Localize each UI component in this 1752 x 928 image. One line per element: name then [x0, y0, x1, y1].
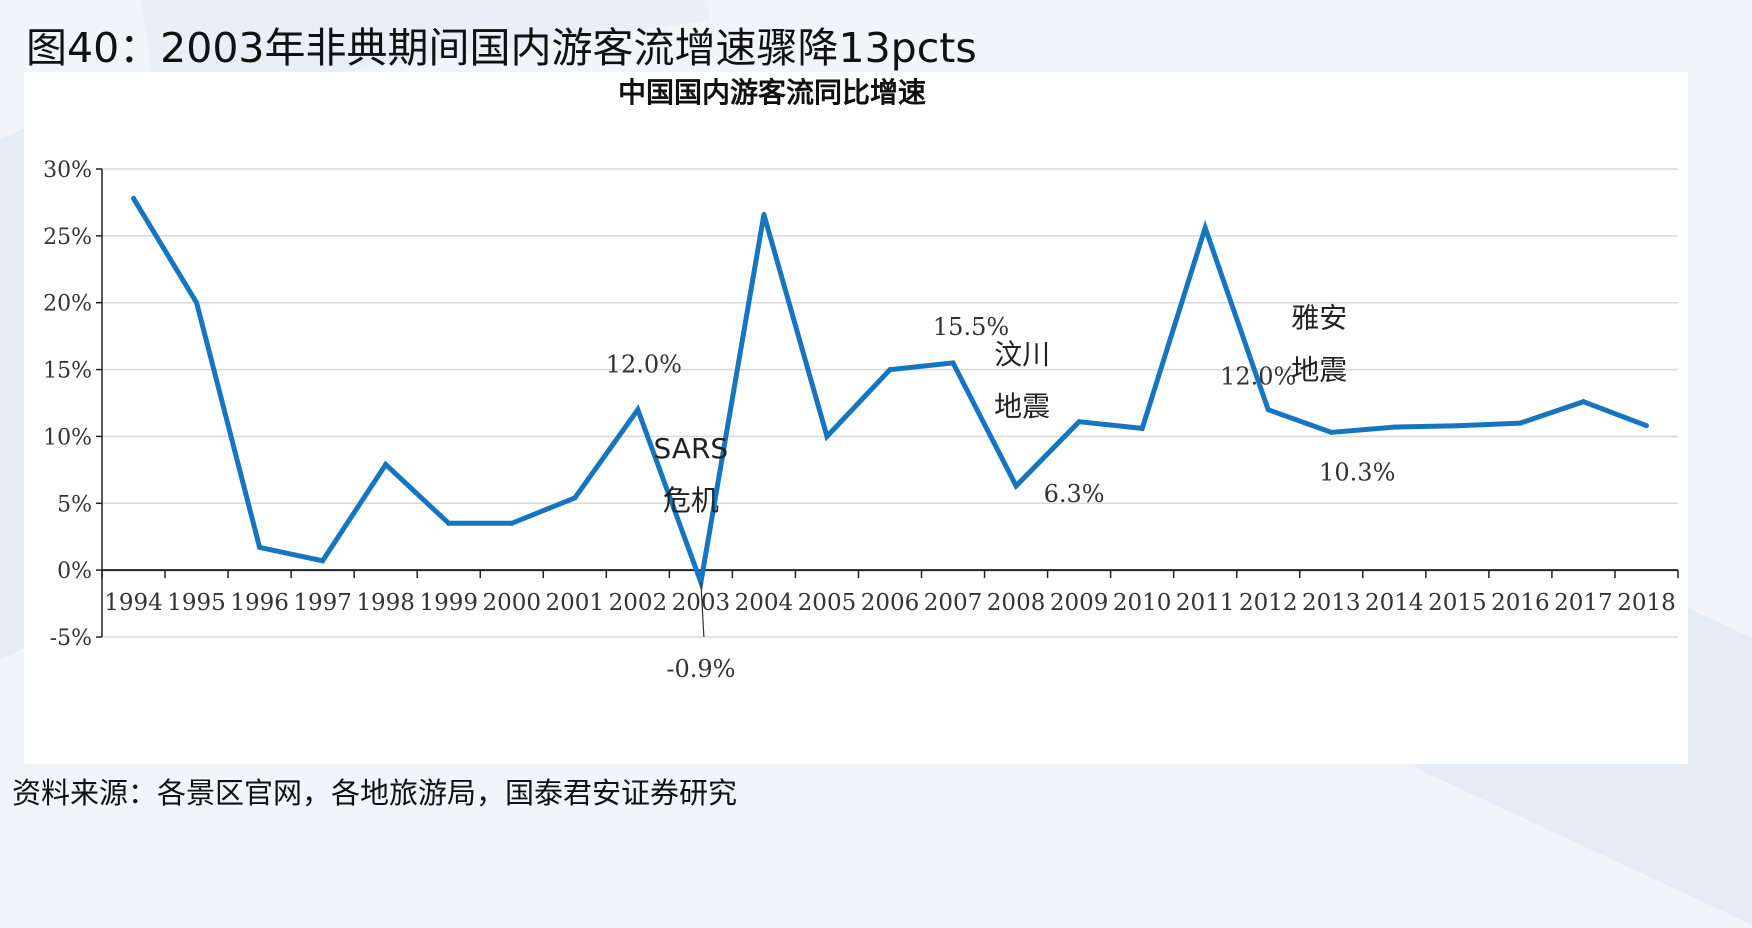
- series-line: [131, 197, 1648, 592]
- data-point: [194, 300, 200, 306]
- data-point: [509, 520, 515, 526]
- data-point: [1265, 407, 1271, 413]
- data-point: [1202, 225, 1208, 231]
- x-tick-label: 2006: [861, 590, 920, 616]
- gridlines: [102, 168, 1678, 638]
- chart-title: 中国国内游客流同比增速: [618, 76, 926, 109]
- data-point: [1391, 424, 1397, 430]
- x-tick-label: 1995: [167, 590, 226, 616]
- x-tick-label: 2009: [1050, 590, 1109, 616]
- data-label: 10.3%: [1319, 458, 1395, 486]
- annotation-text: 地震: [1291, 353, 1347, 386]
- data-point: [320, 558, 326, 564]
- data-label-leader: [700, 582, 705, 638]
- x-tick-label: 2000: [482, 590, 541, 616]
- data-point: [572, 495, 578, 501]
- data-label: 6.3%: [1044, 480, 1105, 508]
- data-point: [446, 520, 452, 526]
- x-tick-label: 2014: [1365, 590, 1424, 616]
- data-label: 12.0%: [606, 351, 682, 379]
- figure-title: 图40：2003年非典期间国内游客流增速骤降13pcts: [26, 24, 977, 72]
- data-point: [1454, 423, 1460, 429]
- data-point: [1139, 425, 1145, 431]
- x-tick-label: 1998: [356, 590, 415, 616]
- data-point: [383, 462, 389, 468]
- x-tick-label: 2013: [1302, 590, 1361, 616]
- y-tick-label: 5%: [57, 492, 92, 517]
- y-tick-label: 0%: [57, 559, 92, 584]
- y-tick-label: -5%: [50, 626, 92, 651]
- x-tick-label: 2008: [987, 590, 1046, 616]
- line-chart: 中国国内游客流同比增速 30%25%20%15%10%5%0%-5%1994 19…: [43, 76, 1679, 683]
- data-point: [1517, 420, 1523, 426]
- data-point: [257, 544, 263, 550]
- data-point: [1076, 419, 1082, 425]
- annotation-text: SARS: [654, 432, 729, 465]
- x-tick-label: 2004: [735, 590, 794, 616]
- source-note: 资料来源：各景区官网，各地旅游局，国泰君安证券研究: [12, 776, 738, 810]
- data-label: 12.0%: [1220, 363, 1296, 391]
- axes: 30%25%20%15%10%5%0%-5%1994 1995 1996 1997 19…: [43, 158, 1679, 651]
- annotation-text: 雅安: [1291, 301, 1347, 334]
- x-tick-label: 2015: [1428, 590, 1487, 616]
- x-tick-label: 2010: [1113, 590, 1172, 616]
- y-tick-label: 25%: [43, 225, 92, 250]
- x-tick-label: 2011: [1176, 590, 1235, 616]
- x-tick-label: 1999: [419, 590, 478, 616]
- x-tick-label: 2017: [1554, 590, 1613, 616]
- annotation-text: 地震: [994, 390, 1050, 423]
- x-tick-label: 2018: [1617, 590, 1676, 616]
- data-point: [635, 407, 641, 413]
- data-label: -0.9%: [666, 655, 735, 683]
- x-tick-label: 2016: [1491, 590, 1550, 616]
- y-tick-label: 15%: [43, 359, 92, 384]
- data-point: [887, 367, 893, 373]
- annotation-text: 危机: [663, 484, 719, 517]
- x-tick-label: 1997: [293, 590, 352, 616]
- y-tick-label: 30%: [43, 158, 92, 183]
- data-point: [1643, 423, 1649, 429]
- data-point: [131, 195, 137, 201]
- x-tick-label: 1996: [230, 590, 289, 616]
- x-tick-label: 2003: [672, 590, 731, 616]
- x-tick-label: 1994: [104, 590, 163, 616]
- series: [131, 195, 1649, 592]
- x-tick-label: 2002: [609, 590, 668, 616]
- data-point: [1580, 399, 1586, 405]
- data-point: [1013, 483, 1019, 489]
- x-tick-label: 2005: [798, 590, 857, 616]
- data-point: [950, 360, 956, 366]
- data-point: [698, 579, 704, 585]
- x-tick-label: 2001: [546, 590, 605, 616]
- chart-panel: 中国国内游客流同比增速 30% 25% 20% 15% 10% 5% 0% -5% 1994 19…: [24, 72, 1688, 764]
- annotation-text: 汶川: [994, 338, 1050, 371]
- x-tick-label: 2007: [924, 590, 983, 616]
- data-labels: 12.0% -0.9% 15.5% 6.3% 12.0% 10.3%: [606, 313, 1396, 683]
- data-point: [824, 433, 830, 439]
- y-tick-label: 10%: [43, 425, 92, 450]
- data-point: [761, 211, 767, 217]
- data-point: [1328, 429, 1334, 435]
- data-label: 15.5%: [933, 313, 1009, 341]
- y-tick-label: 20%: [43, 292, 92, 317]
- x-tick-label: 2012: [1239, 590, 1298, 616]
